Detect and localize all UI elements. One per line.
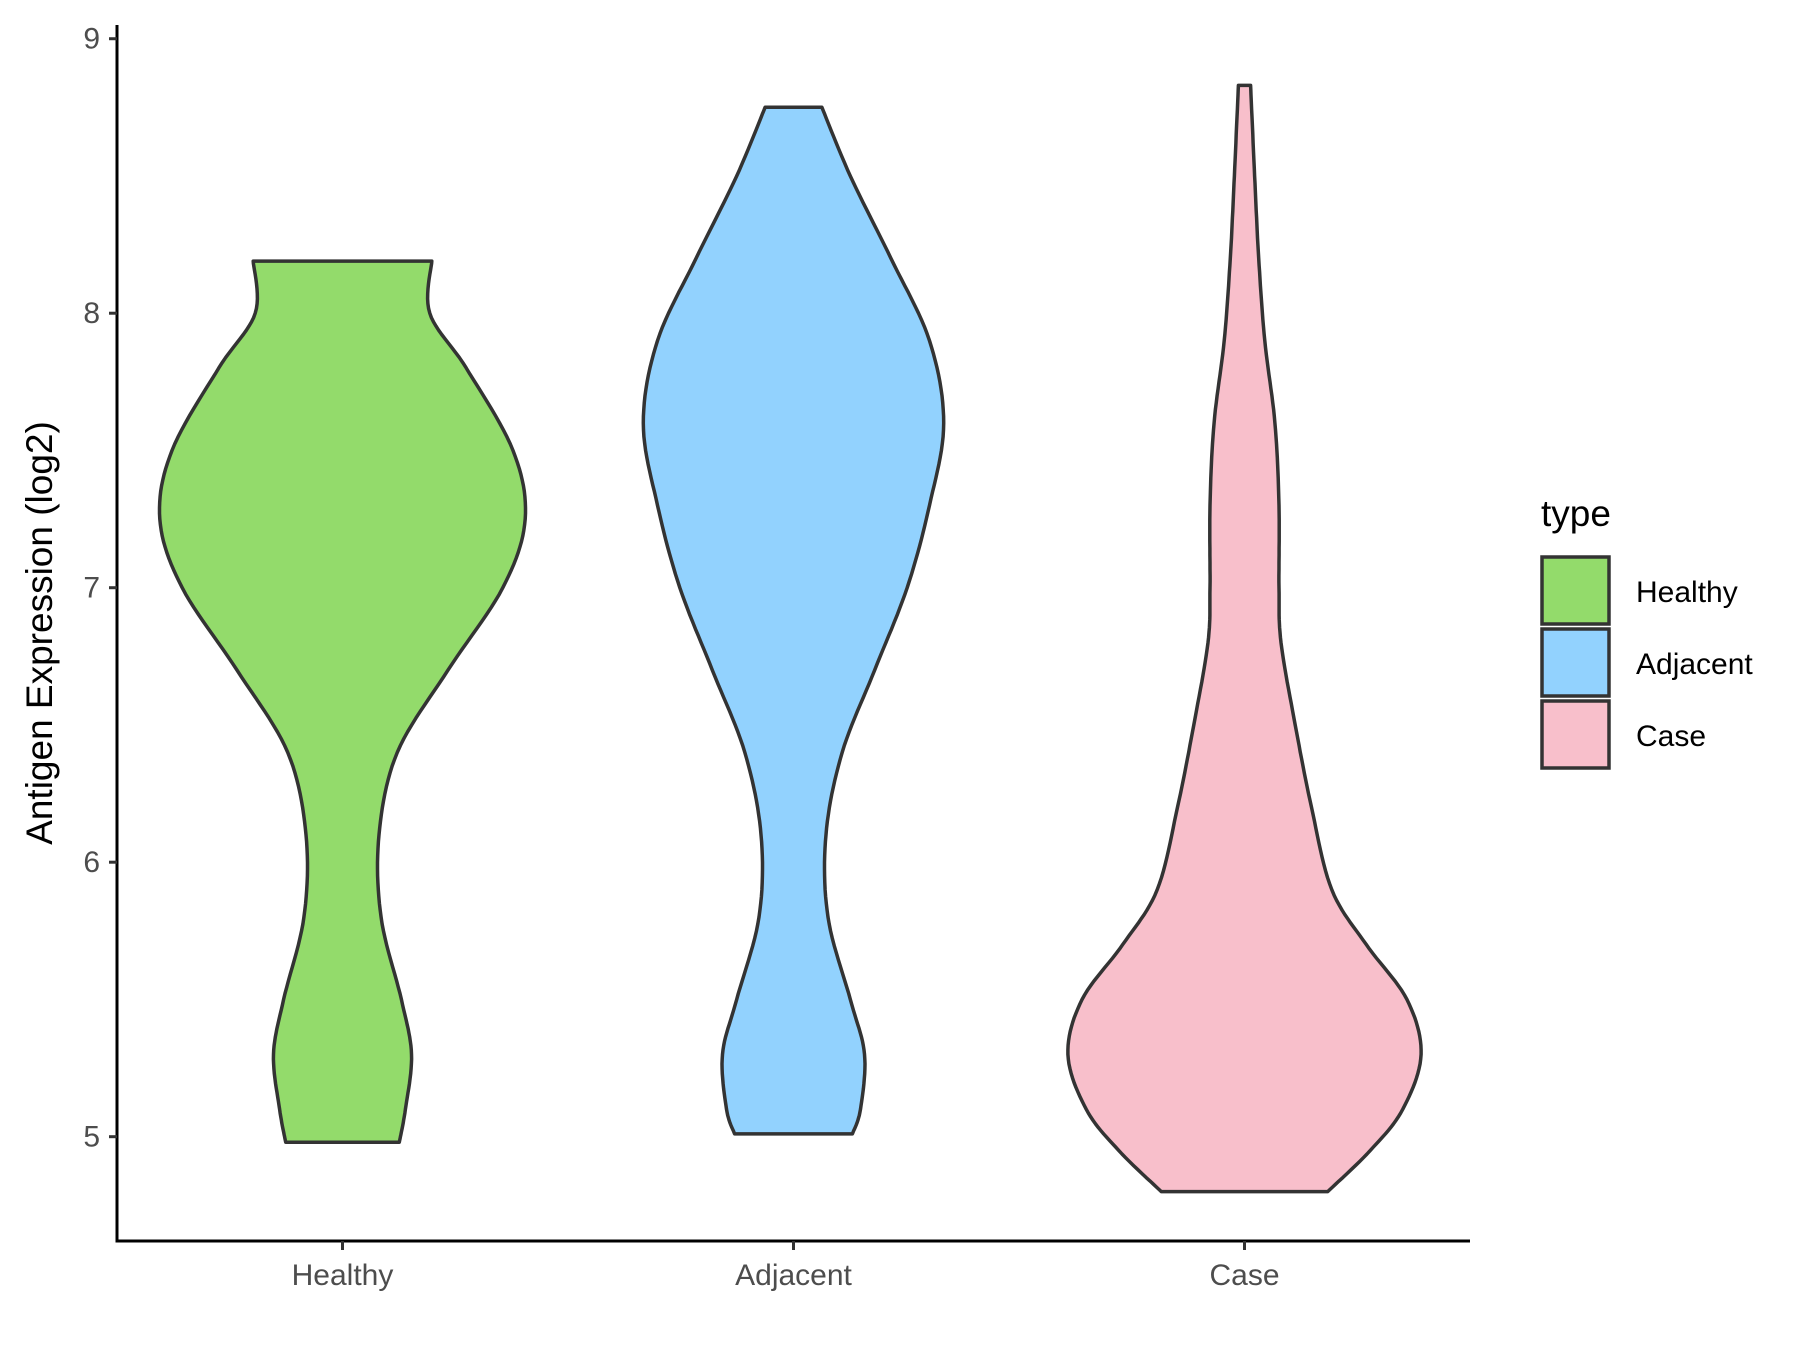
x-tick-label: Case (1209, 1259, 1279, 1292)
legend-key-case (1540, 699, 1611, 770)
x-tick-label: Healthy (292, 1259, 394, 1292)
legend-label-healthy: Healthy (1636, 576, 1738, 609)
legend-key-adjacent (1540, 627, 1611, 698)
violin-case (1066, 83, 1423, 1194)
y-axis-title: Antigen Expression (log2) (19, 421, 60, 845)
y-tick-label: 8 (83, 297, 100, 330)
legend-key-healthy (1540, 555, 1611, 626)
y-tick-label: 5 (83, 1121, 100, 1154)
legend: type Healthy Adjacent Case (1540, 493, 1753, 770)
x-axis-ticks: Healthy Adjacent Case (292, 1241, 1280, 1292)
legend-title: type (1541, 493, 1611, 534)
violin-healthy (157, 259, 528, 1144)
y-tick-label: 7 (83, 572, 100, 605)
violin-adjacent (641, 105, 946, 1136)
violin-group (157, 83, 1423, 1194)
y-axis-ticks: 5 6 7 8 9 (83, 23, 117, 1154)
y-tick-label: 6 (83, 846, 100, 879)
legend-items: Healthy Adjacent Case (1540, 555, 1753, 770)
legend-label-case: Case (1636, 720, 1706, 753)
x-tick-label: Adjacent (735, 1259, 852, 1292)
y-tick-label: 9 (83, 23, 100, 56)
legend-label-adjacent: Adjacent (1636, 648, 1753, 681)
